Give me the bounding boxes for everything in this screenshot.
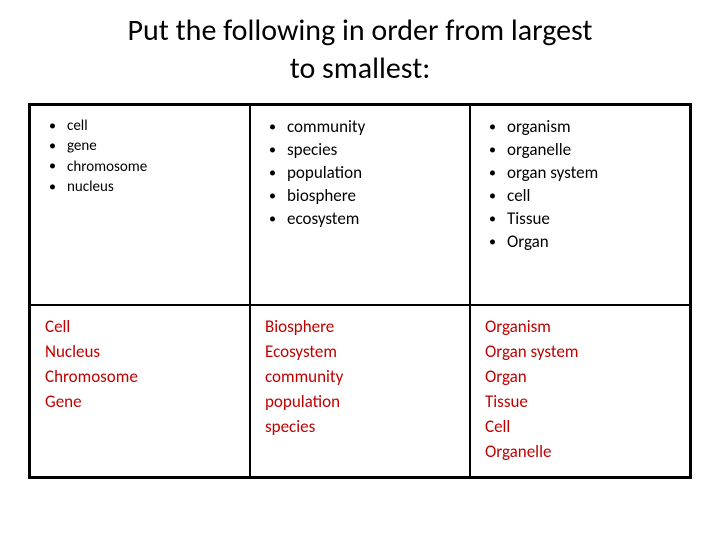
title-line-1: Put the following in order from largest (128, 12, 593, 49)
list-item: Organ (489, 231, 679, 254)
question-list-2: community species population biosphere e… (265, 116, 459, 231)
answer-cell-3: Organism Organ system Organ Tissue Cell … (470, 305, 690, 477)
list-item: Tissue (485, 391, 679, 414)
list-item: population (265, 391, 459, 414)
list-item: chromosome (49, 157, 239, 177)
list-item: Ecosystem (265, 341, 459, 364)
question-list-3: organism organelle organ system cell Tis… (485, 116, 679, 254)
list-item: Organ system (485, 341, 679, 364)
list-item: population (269, 162, 459, 185)
list-item: species (265, 416, 459, 439)
list-item: Chromosome (45, 366, 239, 389)
list-item: cell (49, 116, 239, 136)
list-item: Biosphere (265, 316, 459, 339)
answer-cell-1: Cell Nucleus Chromosome Gene (30, 305, 250, 477)
list-item: nucleus (49, 177, 239, 197)
list-item: Gene (45, 391, 239, 414)
answer-cell-2: Biosphere Ecosystem community population… (250, 305, 470, 477)
ordering-table: cell gene chromosome nucleus community s… (28, 103, 692, 479)
list-item: organ system (489, 162, 679, 185)
title-line-2: to smallest: (290, 50, 431, 87)
list-item: Organ (485, 366, 679, 389)
question-list-1: cell gene chromosome nucleus (45, 116, 239, 197)
question-cell-1: cell gene chromosome nucleus (30, 105, 250, 305)
list-item: gene (49, 136, 239, 156)
list-item: Organelle (485, 441, 679, 464)
list-item: Nucleus (45, 341, 239, 364)
list-item: community (269, 116, 459, 139)
list-item: Cell (45, 316, 239, 339)
list-item: biosphere (269, 185, 459, 208)
list-item: organism (489, 116, 679, 139)
question-cell-2: community species population biosphere e… (250, 105, 470, 305)
question-cell-3: organism organelle organ system cell Tis… (470, 105, 690, 305)
list-item: community (265, 366, 459, 389)
answer-list-1: Cell Nucleus Chromosome Gene (45, 316, 239, 414)
answer-list-2: Biosphere Ecosystem community population… (265, 316, 459, 439)
list-item: Organism (485, 316, 679, 339)
list-item: organelle (489, 139, 679, 162)
slide-title: Put the following in order from largest … (28, 12, 692, 87)
list-item: Tissue (489, 208, 679, 231)
list-item: Cell (485, 416, 679, 439)
list-item: cell (489, 185, 679, 208)
answer-list-3: Organism Organ system Organ Tissue Cell … (485, 316, 679, 464)
list-item: species (269, 139, 459, 162)
list-item: ecosystem (269, 208, 459, 231)
